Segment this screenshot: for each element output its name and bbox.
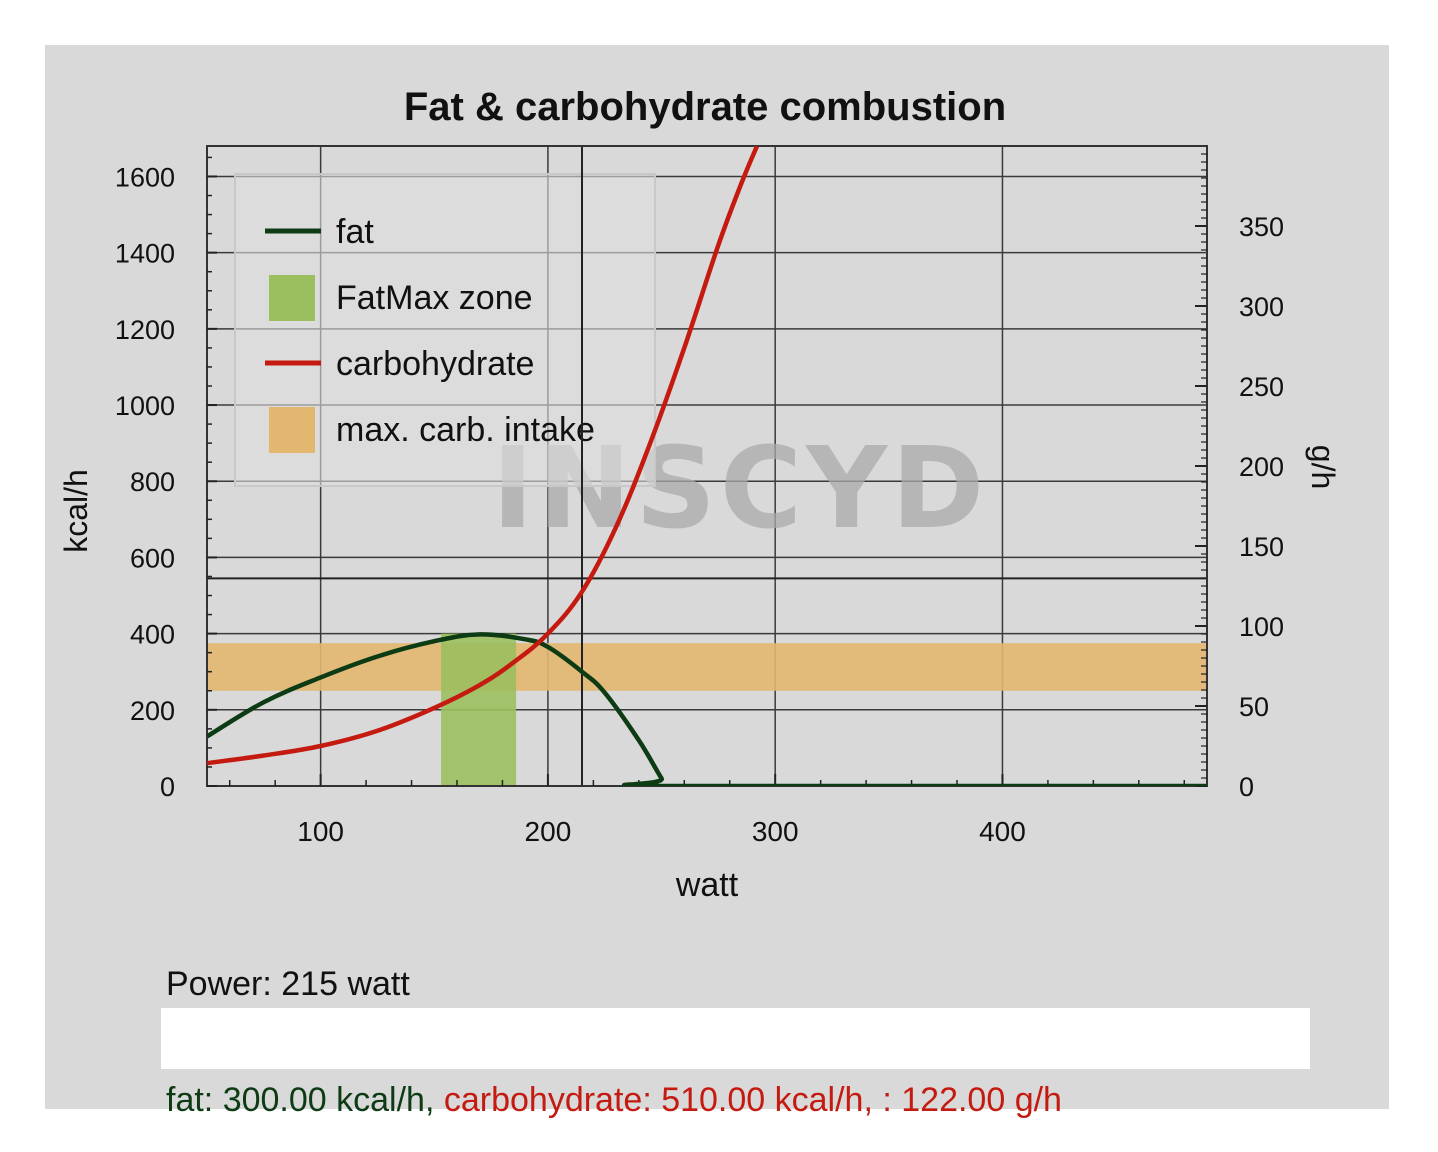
chart-panel: Fat & carbohydrate combustion INSCYD fat… [45, 45, 1389, 1119]
y-tick-label: 600 [130, 543, 175, 573]
y2-tick-label: 200 [1239, 452, 1284, 482]
fat-carb-chart: Fat & carbohydrate combustion INSCYD fat… [58, 85, 1341, 904]
x-tick-label: 200 [525, 816, 572, 847]
fat-readout: fat: 300.00 kcal/h, [166, 1081, 435, 1119]
carbohydrate-readout: carbohydrate: 510.00 kcal/h, : 122.00 g/… [443, 1081, 1062, 1119]
y-tick-label: 200 [130, 696, 175, 726]
series-line-carbohydrate [207, 146, 760, 766]
readout-blank-box [161, 1008, 1310, 1069]
y-tick-label: 1400 [115, 239, 175, 269]
combustion-readout: fat: 300.00 kcal/h, carbohydrate: 510.00… [166, 1081, 1062, 1120]
x-axis-label: watt [675, 866, 739, 904]
chart-marks [207, 146, 1207, 786]
y2-tick-label: 50 [1239, 692, 1269, 722]
legend-fat-label: fat [336, 213, 374, 251]
legend: fat FatMax zone carbohydrate max. carb. int… [234, 173, 656, 487]
legend-intake-swatch [269, 407, 315, 453]
y-tick-label: 1000 [115, 391, 175, 421]
x-tick-label: 400 [979, 816, 1026, 847]
y-tick-label: 800 [130, 467, 175, 497]
legend-carb-label: carbohydrate [336, 345, 534, 383]
chart-title: Fat & carbohydrate combustion [404, 85, 1006, 129]
y-tick-label: 1200 [115, 315, 175, 345]
y2-tick-label: 350 [1239, 212, 1284, 242]
power-readout: Power: 215 watt [166, 965, 410, 1003]
y-axis-label: kcal/h [58, 469, 94, 553]
y2-tick-label: 150 [1239, 532, 1284, 562]
y-tick-label: 0 [160, 772, 175, 802]
y2-tick-label: 100 [1239, 612, 1284, 642]
y-tick-label: 1600 [115, 162, 175, 192]
y2-axis-label: g/h [1305, 445, 1341, 489]
series-line-fat [207, 632, 1207, 786]
carb-intake-band [207, 643, 1207, 691]
legend-intake-label: max. carb. intake [336, 411, 595, 449]
x-tick-label: 100 [297, 816, 344, 847]
legend-fatmax-swatch [269, 275, 315, 321]
x-tick-label: 300 [752, 816, 799, 847]
fatmax-zone [441, 633, 517, 786]
legend-fatmax-label: FatMax zone [336, 279, 533, 317]
y2-tick-label: 300 [1239, 292, 1284, 322]
y2-tick-label: 0 [1239, 772, 1254, 802]
y-tick-label: 400 [130, 620, 175, 650]
y2-tick-label: 250 [1239, 372, 1284, 402]
